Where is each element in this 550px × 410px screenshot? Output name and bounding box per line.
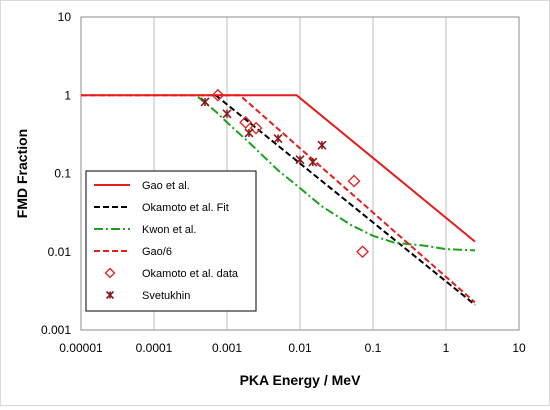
legend-item-okamoto-et-al-data: Okamoto et al. data bbox=[104, 267, 239, 280]
svetukhin-point bbox=[308, 157, 318, 167]
tick-layer: 0.00001 0.0001 0.001 0.01 0.1 1 10 10 1 0.1 0.01 0.… bbox=[41, 10, 526, 355]
legend-item-kwon-et-al: Kwon et al. bbox=[94, 224, 196, 236]
legend-item-svetukhin: Svetukhin bbox=[105, 290, 190, 302]
y-tick-label: 0.001 bbox=[41, 323, 71, 337]
svetukhin-point bbox=[317, 140, 327, 150]
legend-label-svetukhin: Svetukhin bbox=[142, 290, 190, 302]
y-tick-label: 0.01 bbox=[48, 245, 72, 259]
okamoto-et-al-data-point bbox=[211, 88, 225, 102]
legend-label-kwon-et-al: Kwon et al. bbox=[142, 224, 196, 236]
legend-item-gao-et-al: Gao et al. bbox=[94, 180, 190, 192]
gao-6-line bbox=[81, 94, 476, 304]
svetukhin-point bbox=[244, 128, 254, 138]
legend-box bbox=[85, 170, 257, 312]
y-axis-title: FMD Fraction bbox=[14, 129, 30, 218]
legend: Gao et al. Okamoto et al. Fit Kwon et al. G… bbox=[85, 170, 257, 312]
x-tick-label: 0.01 bbox=[288, 341, 312, 355]
legend-symbol-svetukhin bbox=[105, 290, 115, 300]
series-layer bbox=[81, 88, 476, 306]
okamoto-et-al-data-point bbox=[239, 115, 253, 129]
x-axis-title: PKA Energy / MeV bbox=[240, 372, 362, 388]
okamoto-et-al-data-point bbox=[356, 245, 370, 259]
legend-symbol-okamoto-et-al-data bbox=[104, 267, 116, 279]
legend-label-gao-et-al: Gao et al. bbox=[142, 180, 190, 192]
okamoto-et-al-data-point bbox=[249, 121, 263, 135]
x-tick-label: 0.001 bbox=[212, 341, 242, 355]
legend-items: Gao et al. Okamoto et al. Fit Kwon et al. G… bbox=[94, 180, 239, 302]
okamoto-et-al-data-point bbox=[347, 174, 361, 188]
legend-label-gao-6: Gao/6 bbox=[142, 246, 172, 258]
svetukhin-point bbox=[200, 97, 210, 107]
x-tick-label: 0.00001 bbox=[59, 341, 103, 355]
y-tick-label: 0.1 bbox=[54, 167, 71, 181]
x-tick-label: 10 bbox=[512, 341, 526, 355]
y-tick-label: 1 bbox=[64, 88, 71, 102]
legend-label-okamoto-et-al-data: Okamoto et al. data bbox=[142, 268, 239, 280]
svetukhin-point bbox=[295, 155, 305, 165]
x-tick-label: 1 bbox=[443, 341, 450, 355]
svetukhin-point bbox=[273, 133, 283, 144]
plot-border bbox=[80, 16, 520, 331]
legend-label-okamoto-et-al-fit: Okamoto et al. Fit bbox=[142, 202, 229, 214]
legend-item-gao-6: Gao/6 bbox=[94, 246, 172, 258]
x-tick-label: 0.1 bbox=[365, 341, 382, 355]
svetukhin-point bbox=[222, 109, 232, 119]
legend-item-okamoto-et-al-fit: Okamoto et al. Fit bbox=[94, 202, 229, 214]
x-tick-label: 0.0001 bbox=[136, 341, 173, 355]
kwon-et-al-line bbox=[197, 96, 476, 252]
y-tick-label: 10 bbox=[58, 10, 72, 24]
gao-et-al-line bbox=[81, 94, 476, 243]
